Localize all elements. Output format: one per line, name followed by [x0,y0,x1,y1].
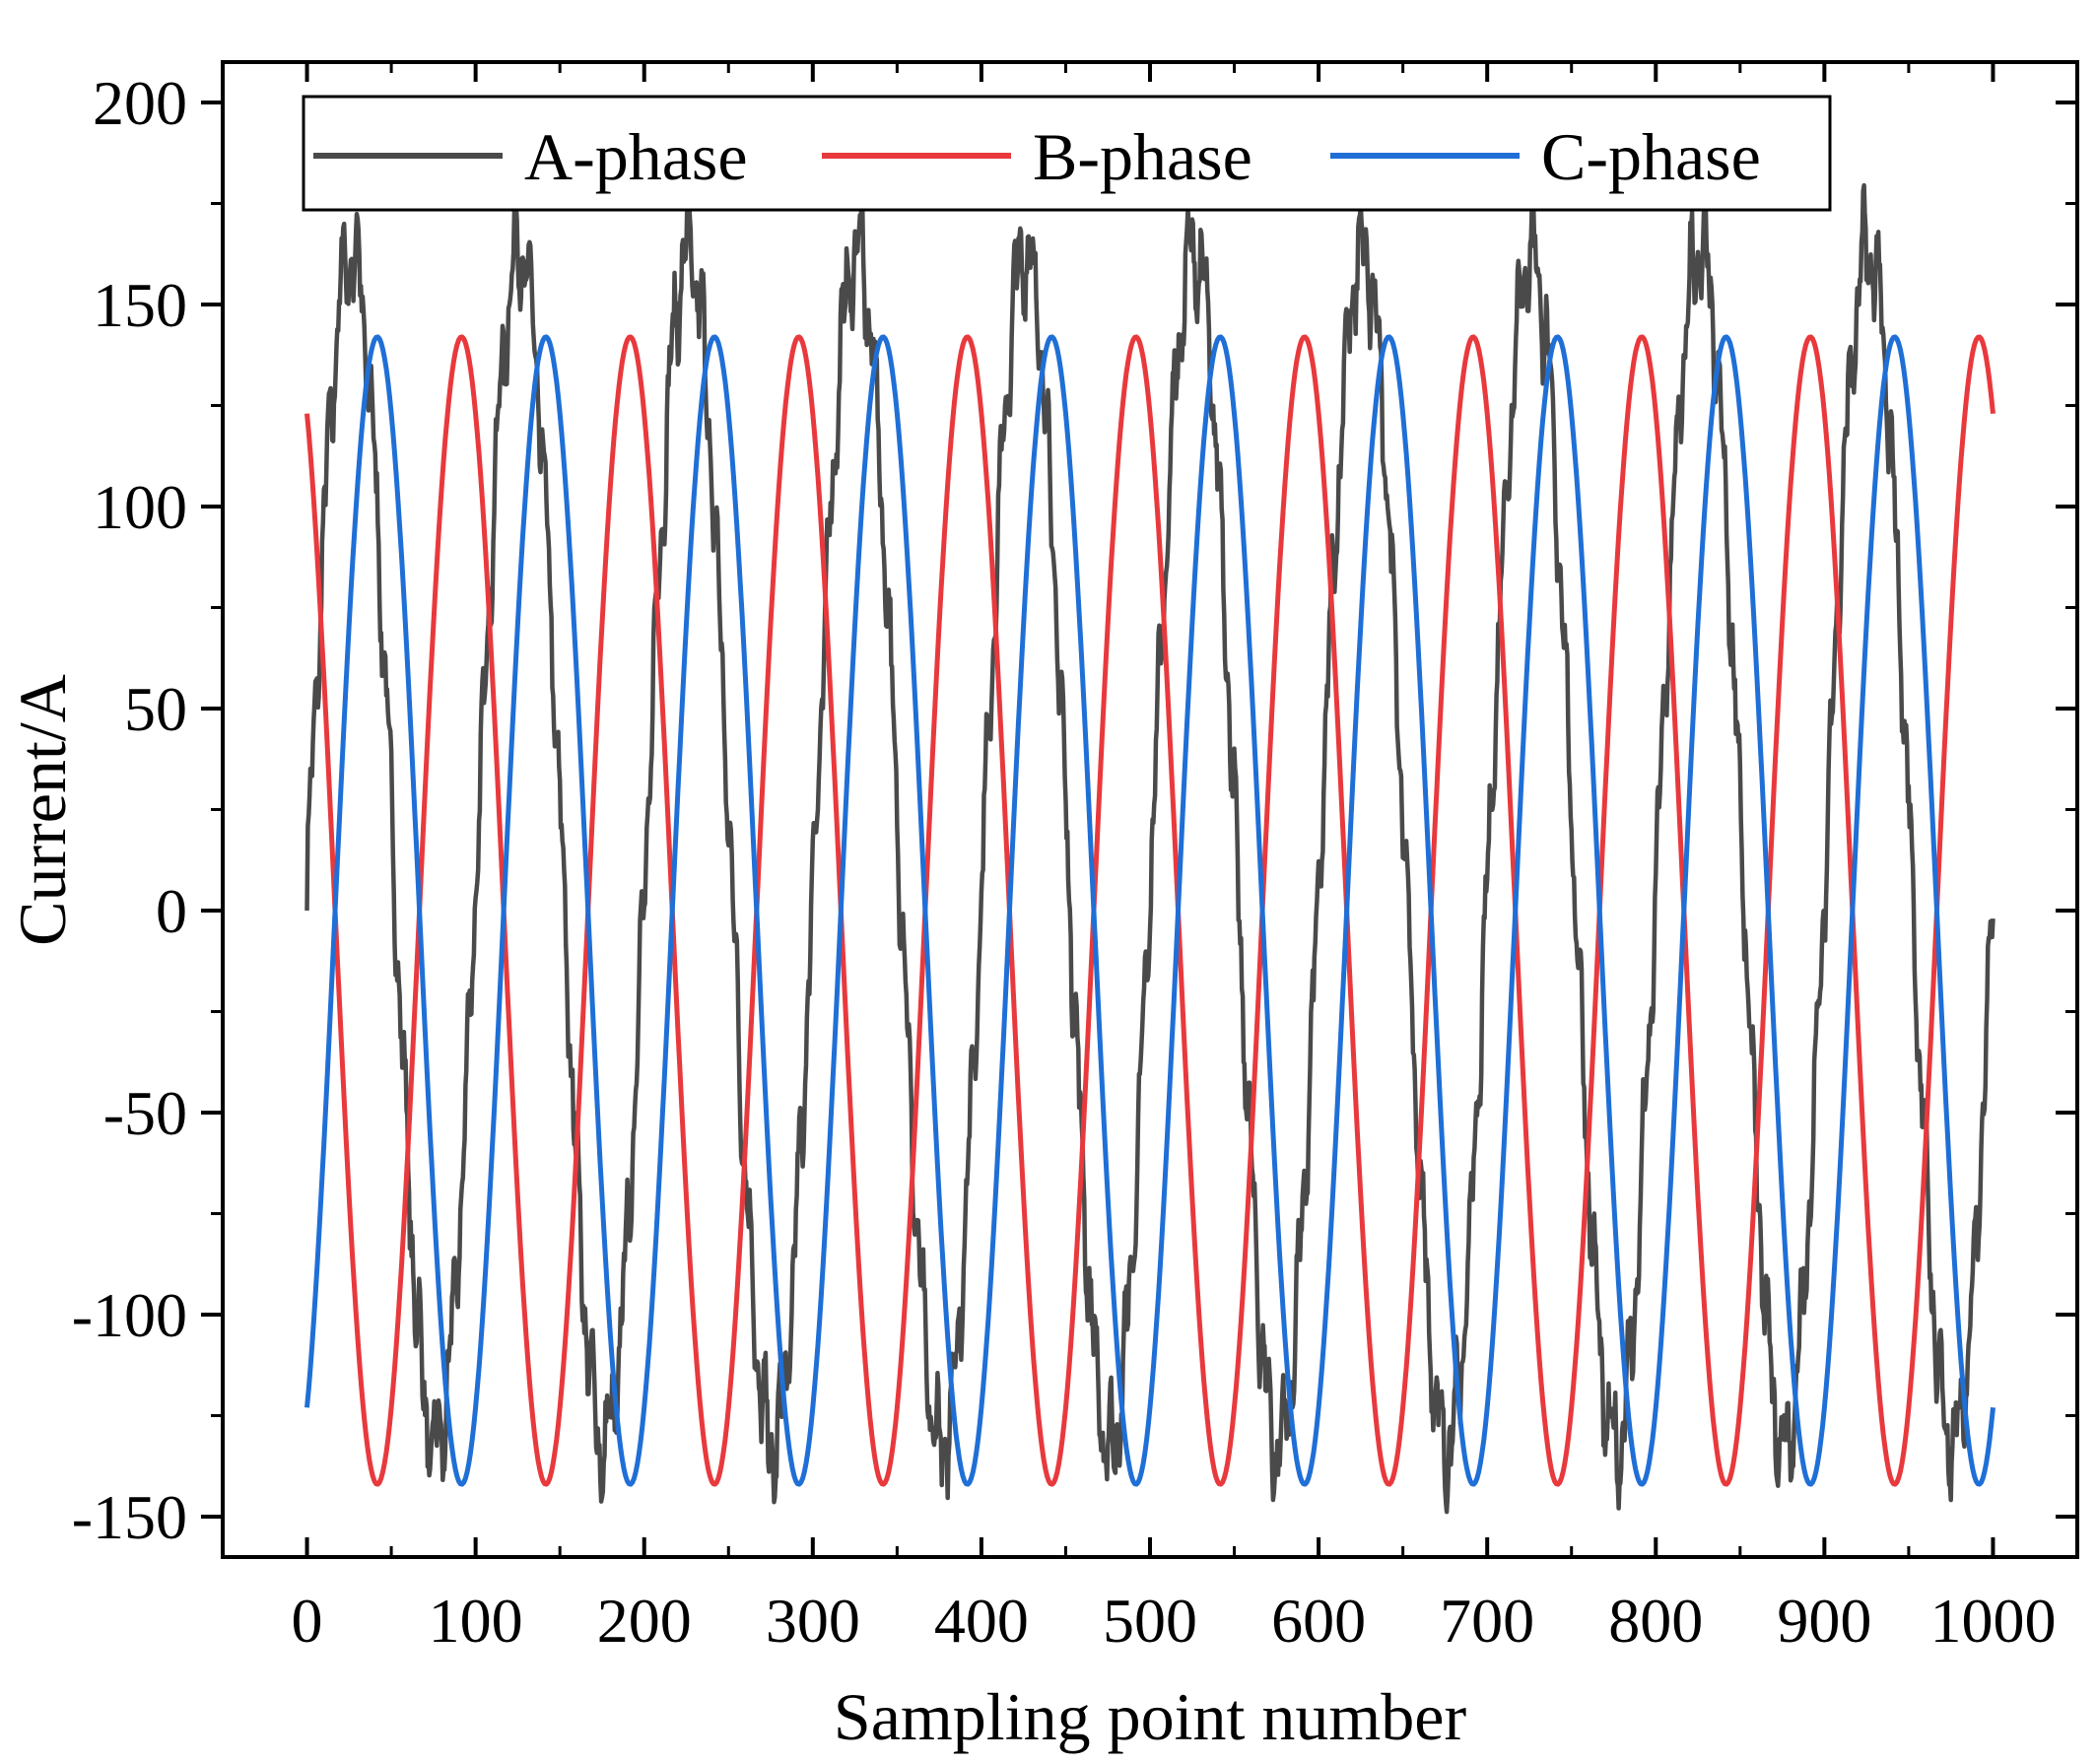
legend-label-a-phase: A-phase [524,119,748,194]
x-tick-label: 500 [1103,1586,1197,1656]
y-tick-label: 0 [156,876,187,946]
series-a-phase-line [304,182,1996,1515]
x-tick-label: 700 [1440,1586,1534,1656]
y-tick-label: 150 [93,270,187,340]
x-tick-label: 1000 [1929,1586,2056,1656]
y-tick-label: -150 [72,1482,187,1552]
x-tick-label: 300 [766,1586,860,1656]
y-tick-label: -50 [103,1078,187,1148]
x-tick-label: 800 [1608,1586,1703,1656]
series-layer [304,182,1996,1515]
y-axis-title: Current/A [5,674,80,946]
legend-label-c-phase: C-phase [1541,119,1761,194]
x-axis-title: Sampling point number [834,1679,1467,1754]
x-tick-label: 400 [934,1586,1029,1656]
x-tick-label: 900 [1777,1586,1871,1656]
y-tick-label: 200 [93,68,187,138]
legend: A-phase B-phase C-phase [302,95,1832,212]
y-tick-label: 50 [124,674,187,744]
x-tick-label: 100 [429,1586,523,1656]
x-tick-label: 200 [597,1586,692,1656]
x-tick-label: 0 [292,1586,323,1656]
tick-labels-layer: 0 100 200 300 400 500 600 700 800 900 1000-150-100… [72,68,2057,1656]
x-tick-label: 600 [1271,1586,1366,1656]
y-tick-label: -100 [72,1280,187,1350]
legend-box [302,95,1832,212]
legend-label-b-phase: B-phase [1033,119,1252,194]
ticks-layer [201,62,2077,1557]
y-tick-label: 100 [93,472,187,542]
series-c-phase-line [304,334,1996,1487]
